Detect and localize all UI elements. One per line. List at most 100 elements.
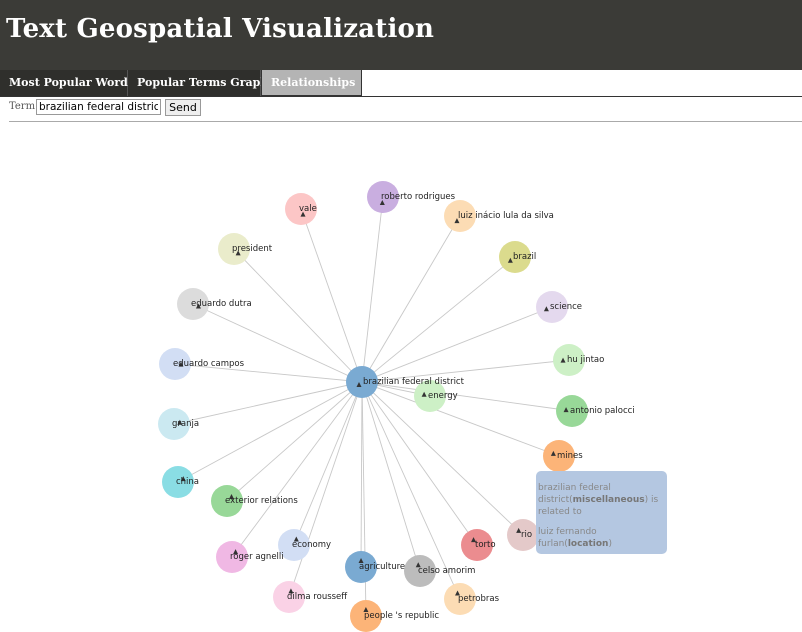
node-circle[interactable] — [444, 200, 476, 232]
node-circle[interactable] — [278, 529, 310, 561]
node-label: eduardo campos — [173, 359, 245, 369]
node-label: agriculture — [359, 562, 405, 572]
graph-node-economy[interactable]: economy — [278, 529, 331, 561]
node-circle[interactable] — [218, 233, 250, 265]
graph-node-roger-agnelli[interactable]: roger agnelli — [216, 541, 284, 573]
node-circle[interactable] — [273, 581, 305, 613]
node-circle[interactable] — [367, 181, 399, 213]
node-circle[interactable] — [211, 485, 243, 517]
term-input[interactable] — [36, 99, 161, 115]
edge-china — [177, 381, 363, 483]
graph-node-agriculture[interactable]: agriculture — [345, 551, 405, 583]
node-label: economy — [292, 540, 331, 550]
node-circle[interactable] — [499, 241, 531, 273]
graph-node-rio[interactable]: rio — [507, 519, 539, 551]
graph-node-brazil[interactable]: brazil — [499, 241, 536, 273]
node-arrow-icon — [563, 407, 569, 413]
node-circle[interactable] — [345, 551, 377, 583]
relationship-tooltip: brazilian federal district(miscellaneous… — [536, 471, 667, 554]
node-label: celso amorim — [418, 566, 475, 576]
node-circle[interactable] — [553, 344, 585, 376]
node-circle[interactable] — [536, 291, 568, 323]
node-circle[interactable] — [346, 366, 378, 398]
graph-node-eduardo-dutra[interactable]: eduardo dutra — [177, 288, 252, 320]
node-arrow-icon — [288, 588, 294, 594]
tab-relationships[interactable]: Relationships — [261, 70, 362, 96]
graph-node-president[interactable]: president — [218, 233, 273, 265]
node-label: exterior relations — [225, 496, 298, 506]
graph-node-science[interactable]: science — [536, 291, 582, 323]
node-label: dilma rousseff — [287, 592, 348, 602]
node-circle[interactable] — [159, 348, 191, 380]
graph-node-luiz-in-cio-lula-da-silva[interactable]: luiz inácio lula da silva — [444, 200, 554, 232]
tooltip-subject-type: miscellaneous — [572, 495, 645, 505]
node-circle[interactable] — [350, 600, 382, 632]
tab-bar: Most Popular Words Popular Terms Graph R… — [0, 70, 802, 97]
graph-node-china[interactable]: china — [162, 466, 199, 498]
node-label: roberto rodrigues — [381, 192, 456, 202]
node-circle[interactable] — [444, 583, 476, 615]
edge-eduardo-campos — [174, 363, 363, 383]
node-circle[interactable] — [507, 519, 539, 551]
node-arrow-icon — [455, 590, 461, 596]
node-circle[interactable] — [404, 555, 436, 587]
graph-node-dilma-rousseff[interactable]: dilma rousseff — [273, 581, 348, 613]
graph-node-exterior-relations[interactable]: exterior relations — [211, 485, 298, 517]
node-circle[interactable] — [285, 193, 317, 225]
graph-node-people-s-republic[interactable]: people 's republic — [350, 600, 439, 632]
edge-president — [233, 248, 363, 383]
node-label: antonio palocci — [570, 406, 635, 416]
node-arrow-icon — [560, 357, 566, 363]
tab-popular-terms-graph[interactable]: Popular Terms Graph — [128, 70, 268, 96]
node-arrow-icon — [421, 391, 427, 397]
node-circle[interactable] — [177, 288, 209, 320]
node-circle[interactable] — [162, 466, 194, 498]
tooltip-relation: is related to — [538, 495, 659, 517]
node-arrow-icon — [356, 382, 362, 387]
edge-eduardo-dutra — [192, 303, 363, 383]
node-label: energy — [428, 391, 458, 401]
graph-node-energy[interactable]: energy — [414, 380, 458, 412]
node-label: people 's republic — [364, 611, 439, 621]
node-label: granja — [172, 419, 199, 429]
edge-roger-agnelli — [231, 381, 363, 558]
graph-node-mines[interactable]: mines — [543, 440, 583, 472]
node-arrow-icon — [543, 306, 549, 312]
node-label: luiz inácio lula da silva — [458, 211, 554, 221]
node-circle[interactable] — [158, 408, 190, 440]
graph-node-center[interactable]: brazilian federal district — [346, 366, 465, 398]
node-arrow-icon — [516, 527, 522, 533]
graph-node-torto[interactable]: torto — [461, 529, 496, 561]
graph-node-hu-jintao[interactable]: hu jintao — [553, 344, 604, 376]
node-arrow-icon — [471, 537, 477, 543]
graph-node-celso-amorim[interactable]: celso amorim — [404, 555, 475, 587]
graph-node-vale[interactable]: vale — [285, 193, 317, 225]
node-label: vale — [299, 204, 317, 214]
graph-node-eduardo-campos[interactable]: eduardo campos — [159, 348, 245, 380]
graph-edges — [173, 196, 573, 617]
node-circle[interactable] — [556, 395, 588, 427]
node-circle[interactable] — [414, 380, 446, 412]
node-label: hu jintao — [567, 355, 604, 365]
node-circle[interactable] — [461, 529, 493, 561]
graph-node-granja[interactable]: granja — [158, 408, 199, 440]
graph-node-petrobras[interactable]: petrobras — [444, 583, 500, 615]
node-label: roger agnelli — [230, 552, 284, 562]
node-circle[interactable] — [543, 440, 575, 472]
node-label: petrobras — [458, 594, 500, 604]
edge-vale — [300, 208, 363, 383]
tooltip-object-type: location — [567, 539, 609, 549]
edge-roberto-rodrigues — [361, 196, 384, 383]
send-button[interactable]: Send — [165, 99, 201, 116]
node-circle[interactable] — [216, 541, 248, 573]
graph-node-antonio-palocci[interactable]: antonio palocci — [556, 395, 635, 427]
edge-torto — [361, 381, 478, 546]
node-arrow-icon — [379, 199, 385, 205]
node-arrow-icon — [293, 536, 299, 542]
tab-most-popular-words[interactable]: Most Popular Words — [0, 70, 134, 96]
node-label: torto — [475, 540, 496, 550]
node-arrow-icon — [178, 361, 184, 367]
graph-node-roberto-rodrigues[interactable]: roberto rodrigues — [367, 181, 456, 213]
node-label: eduardo dutra — [191, 299, 252, 309]
